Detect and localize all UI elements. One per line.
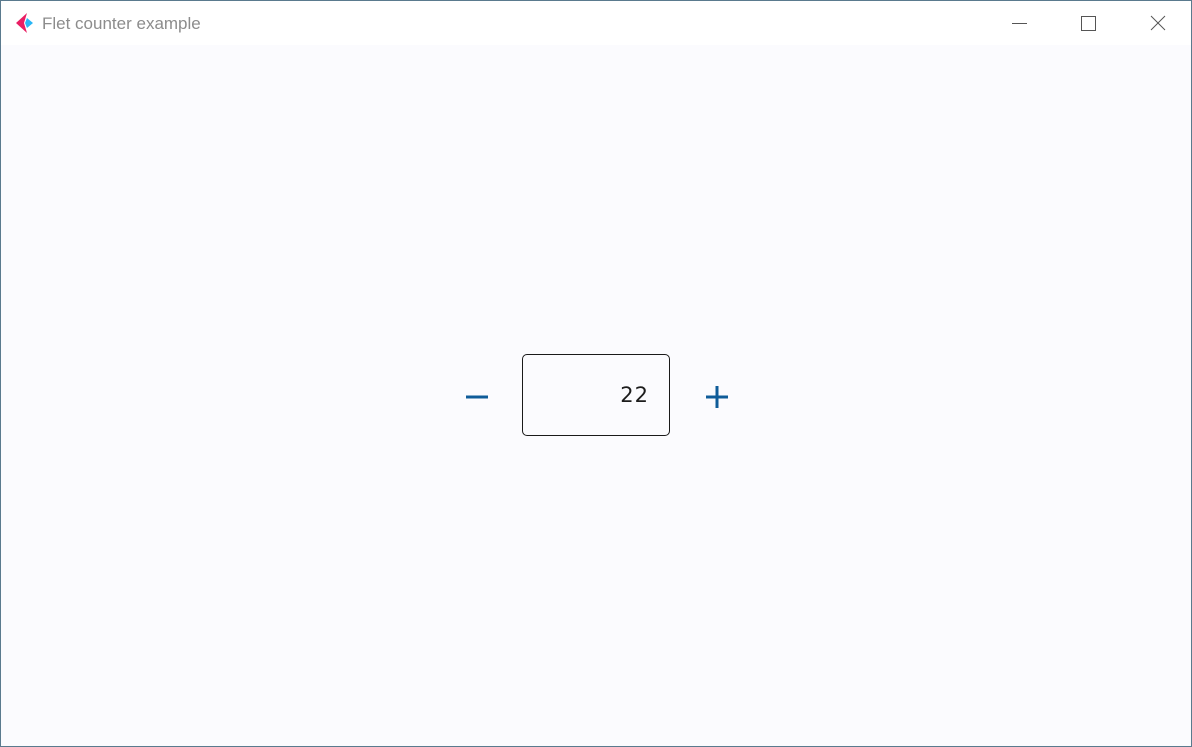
main-content: 22 [1, 45, 1191, 746]
flet-logo-icon [14, 12, 34, 34]
maximize-button[interactable] [1065, 1, 1111, 45]
minimize-button[interactable] [996, 1, 1042, 45]
window-title: Flet counter example [42, 14, 201, 33]
decrement-button[interactable] [457, 377, 497, 417]
close-button[interactable] [1135, 1, 1181, 45]
title-bar[interactable]: Flet counter example [1, 1, 1191, 45]
counter-value: 22 [620, 383, 649, 407]
increment-button[interactable] [697, 377, 737, 417]
counter-field[interactable]: 22 [522, 354, 670, 436]
